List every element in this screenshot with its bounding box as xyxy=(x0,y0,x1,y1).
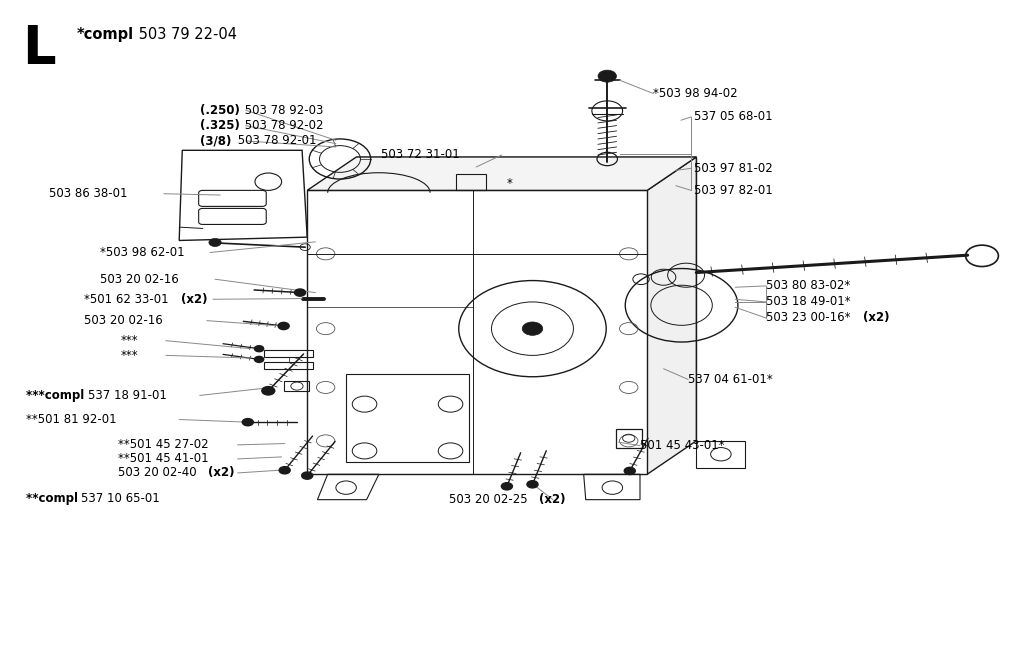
Circle shape xyxy=(243,419,253,426)
Text: 537 05 68-01: 537 05 68-01 xyxy=(694,110,773,124)
Polygon shape xyxy=(307,157,696,190)
Polygon shape xyxy=(647,157,696,474)
Text: 503 97 82-01: 503 97 82-01 xyxy=(694,184,773,197)
Text: (x2): (x2) xyxy=(539,493,565,506)
Text: 503 18 49-01*: 503 18 49-01* xyxy=(766,295,851,309)
Text: 503 86 38-01: 503 86 38-01 xyxy=(49,187,128,200)
Text: 537 18 91-01: 537 18 91-01 xyxy=(88,389,167,402)
Circle shape xyxy=(598,70,616,82)
Text: 537 10 65-01: 537 10 65-01 xyxy=(81,492,160,506)
Text: 503 20 02-16: 503 20 02-16 xyxy=(100,273,179,286)
Text: ***compl: ***compl xyxy=(26,389,88,402)
Circle shape xyxy=(254,357,264,362)
Text: (3/8): (3/8) xyxy=(200,134,231,148)
Circle shape xyxy=(522,322,543,335)
Text: *503 98 94-02: *503 98 94-02 xyxy=(653,87,738,100)
Text: (x2): (x2) xyxy=(181,293,208,306)
Text: 503 78 92-01: 503 78 92-01 xyxy=(234,134,317,148)
Text: **501 45 41-01: **501 45 41-01 xyxy=(118,452,209,466)
Circle shape xyxy=(502,483,512,490)
Text: 503 80 83-02*: 503 80 83-02* xyxy=(766,279,850,293)
Circle shape xyxy=(209,238,221,246)
Text: 503 20 02-25: 503 20 02-25 xyxy=(449,493,530,506)
Text: 503 20 02-40: 503 20 02-40 xyxy=(118,466,200,480)
Circle shape xyxy=(302,472,312,479)
Text: 503 20 02-16: 503 20 02-16 xyxy=(84,314,163,327)
Text: 503 79 22-04: 503 79 22-04 xyxy=(134,27,238,41)
Circle shape xyxy=(625,468,635,474)
Text: 503 72 31-01: 503 72 31-01 xyxy=(381,148,460,162)
Polygon shape xyxy=(356,157,696,441)
Text: (x2): (x2) xyxy=(863,311,890,325)
Text: (x2): (x2) xyxy=(208,466,234,480)
Text: *501 62 33-01: *501 62 33-01 xyxy=(84,293,172,306)
Text: ***: *** xyxy=(121,349,138,362)
Text: 537 04 61-01*: 537 04 61-01* xyxy=(688,373,773,386)
Text: 503 23 00-16*: 503 23 00-16* xyxy=(766,311,854,325)
Text: **501 45 27-02: **501 45 27-02 xyxy=(118,438,209,452)
Text: **501 81 92-01: **501 81 92-01 xyxy=(26,413,117,426)
Text: 501 45 43-01*: 501 45 43-01* xyxy=(640,439,725,452)
Text: 503 97 81-02: 503 97 81-02 xyxy=(694,162,773,175)
Text: (.250): (.250) xyxy=(200,104,240,117)
Circle shape xyxy=(527,481,538,488)
Text: L: L xyxy=(23,23,56,75)
Polygon shape xyxy=(307,190,647,474)
Text: *compl: *compl xyxy=(77,27,134,41)
Text: (.325): (.325) xyxy=(200,119,240,132)
Text: *503 98 62-01: *503 98 62-01 xyxy=(100,246,185,259)
Text: **compl: **compl xyxy=(26,492,82,506)
Circle shape xyxy=(254,346,264,352)
Text: *: * xyxy=(507,176,513,190)
Circle shape xyxy=(295,289,305,296)
Text: ***: *** xyxy=(121,334,138,347)
Circle shape xyxy=(279,323,289,329)
Circle shape xyxy=(280,467,290,474)
Text: 503 78 92-03: 503 78 92-03 xyxy=(242,104,324,117)
Circle shape xyxy=(262,387,274,395)
Text: 503 78 92-02: 503 78 92-02 xyxy=(242,119,324,132)
